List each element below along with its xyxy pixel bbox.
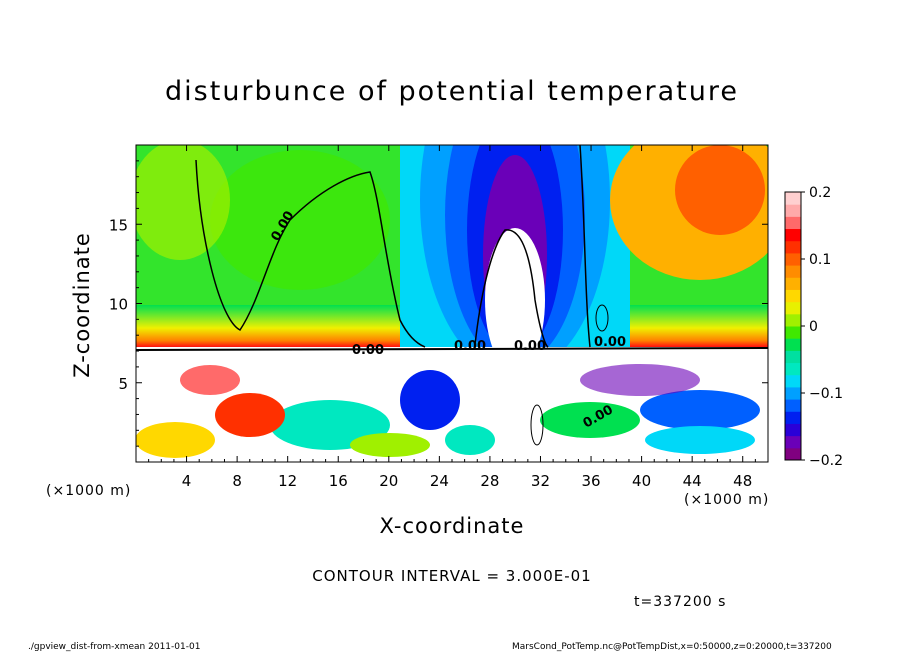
x-tick-label: 40 xyxy=(632,472,651,490)
zero-contour-right xyxy=(579,145,591,348)
colorbar-swatch xyxy=(785,386,801,400)
colorbar-tick-label: 0.2 xyxy=(809,185,831,201)
colorbar-swatch xyxy=(785,362,801,376)
chart-title: disturbunce of potential temperature xyxy=(165,76,739,107)
contour-label: 0.00 xyxy=(514,339,546,354)
footer-right: MarsCond_PotTemp.nc@PotTempDist,x=0:5000… xyxy=(512,642,832,652)
contour-label: 0.00 xyxy=(352,343,384,358)
contour-ring xyxy=(530,404,544,446)
colorbar-swatch xyxy=(785,265,801,278)
colorbar: 0.2 0.1 0 −0.1 −0.2 xyxy=(784,185,843,469)
y-tick-label: 15 xyxy=(109,216,128,234)
colorbar-swatch xyxy=(785,411,801,424)
colorbar-swatch xyxy=(785,313,801,327)
colorbar-swatch xyxy=(785,423,801,437)
colorbar-swatch xyxy=(785,252,801,266)
x-tick-label: 8 xyxy=(232,472,242,490)
colorbar-swatch xyxy=(785,228,801,242)
x-tick-label: 16 xyxy=(329,472,348,490)
y-ticks: 5 10 15 xyxy=(109,160,768,447)
heatmap-field xyxy=(136,145,768,462)
zero-contour-plume xyxy=(474,229,549,348)
colorbar-swatch xyxy=(785,338,801,351)
colorbar-swatch xyxy=(785,374,801,388)
x-tick-label: 4 xyxy=(182,472,192,490)
x-ticks: 4 8 12 16 20 24 28 32 36 40 44 48 xyxy=(148,145,756,490)
colorbar-tick-label: 0 xyxy=(809,319,818,335)
x-tick-label: 44 xyxy=(683,472,702,490)
colorbar-swatch xyxy=(785,289,801,303)
x-tick-label: 48 xyxy=(733,472,752,490)
time-stamp: t=337200 s xyxy=(634,594,727,610)
colorbar-swatch xyxy=(785,240,801,254)
x-unit-left: (×1000 m) xyxy=(46,483,132,499)
colorbar-tick-label: −0.1 xyxy=(809,386,843,402)
x-tick-label: 36 xyxy=(581,472,600,490)
x-tick-label: 32 xyxy=(531,472,550,490)
zero-contour-left xyxy=(195,159,426,348)
x-tick-label: 24 xyxy=(430,472,449,490)
x-tick-label: 20 xyxy=(379,472,398,490)
y-tick-label: 5 xyxy=(118,375,128,393)
x-tick-label: 12 xyxy=(278,472,297,490)
contour-label: 0.00 xyxy=(454,339,486,354)
colorbar-swatch xyxy=(785,435,801,449)
x-tick-label: 28 xyxy=(480,472,499,490)
colorbar-swatch xyxy=(785,326,801,339)
colorbar-swatch xyxy=(785,350,801,364)
contour-ring-small xyxy=(595,304,609,332)
colorbar-swatch xyxy=(785,447,801,461)
colorbar-tick-label: −0.2 xyxy=(809,453,843,469)
colorbar-swatch xyxy=(785,399,801,412)
colorbar-swatch xyxy=(785,192,801,205)
colorbar-swatch xyxy=(785,216,801,230)
colorbar-swatch xyxy=(785,301,801,315)
colorbar-tick-label: 0.1 xyxy=(809,252,831,268)
x-unit-right: (×1000 m) xyxy=(684,492,770,508)
footer-left: ./gpview_dist-from-xmean 2011-01-01 xyxy=(28,642,201,652)
zero-contour-horizontal xyxy=(136,347,768,351)
colorbar-swatch xyxy=(785,277,801,290)
y-tick-label: 10 xyxy=(109,296,128,314)
x-axis-label: X-coordinate xyxy=(379,514,525,538)
contour-interval-text: CONTOUR INTERVAL = 3.000E-01 xyxy=(312,567,592,585)
colorbar-swatch xyxy=(785,204,801,217)
contour-label: 0.00 xyxy=(594,335,626,350)
